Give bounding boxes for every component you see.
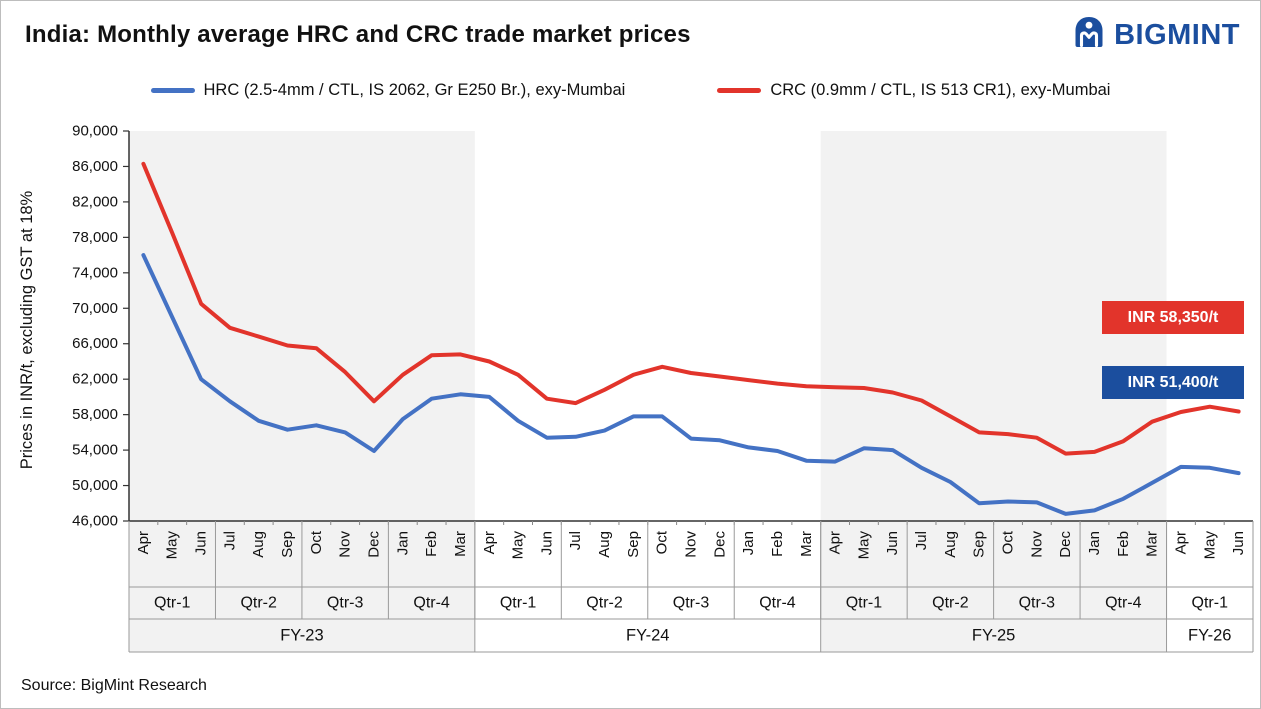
svg-text:66,000: 66,000: [72, 335, 118, 352]
svg-text:Aug: Aug: [596, 531, 613, 558]
svg-text:Qtr-4: Qtr-4: [1105, 595, 1142, 612]
svg-text:Oct: Oct: [654, 530, 671, 554]
svg-text:Apr: Apr: [135, 531, 152, 554]
svg-text:Qtr-3: Qtr-3: [1019, 595, 1056, 612]
svg-text:Qtr-1: Qtr-1: [1192, 595, 1229, 612]
page-title: India: Monthly average HRC and CRC trade…: [25, 21, 691, 48]
bigmint-logo: BIGMINT: [1071, 15, 1240, 56]
legend-item-hrc: HRC (2.5-4mm / CTL, IS 2062, Gr E250 Br.…: [150, 81, 626, 100]
svg-text:Qtr-2: Qtr-2: [586, 595, 623, 612]
bigmint-logo-icon: [1071, 15, 1107, 56]
svg-text:Nov: Nov: [337, 531, 354, 558]
svg-text:Oct: Oct: [308, 530, 325, 554]
svg-text:Feb: Feb: [423, 531, 440, 557]
svg-text:Qtr-3: Qtr-3: [327, 595, 364, 612]
svg-text:Feb: Feb: [769, 531, 786, 557]
svg-text:Dec: Dec: [711, 531, 728, 558]
svg-text:62,000: 62,000: [72, 371, 118, 388]
svg-text:Qtr-1: Qtr-1: [500, 595, 537, 612]
svg-text:86,000: 86,000: [72, 158, 118, 175]
crc-line-swatch: [717, 88, 762, 93]
svg-text:Jan: Jan: [740, 531, 757, 555]
svg-text:Qtr-4: Qtr-4: [413, 595, 450, 612]
svg-text:58,000: 58,000: [72, 406, 118, 423]
svg-text:Dec: Dec: [365, 531, 382, 558]
hrc-legend-label: HRC (2.5-4mm / CTL, IS 2062, Gr E250 Br.…: [203, 81, 626, 99]
hrc-line-swatch: [150, 88, 195, 93]
svg-text:78,000: 78,000: [72, 229, 118, 246]
source-note: Source: BigMint Research: [21, 677, 207, 694]
svg-text:Jul: Jul: [913, 531, 930, 550]
legend-item-crc: CRC (0.9mm / CTL, IS 513 CR1), exy-Mumba…: [717, 81, 1110, 100]
svg-text:May: May: [510, 531, 527, 560]
svg-text:Oct: Oct: [1000, 530, 1017, 554]
price-trend-line-chart: 46,000 50,000 54,000 58,000 62,000 66,000 70,0…: [72, 123, 1254, 653]
svg-text:Jan: Jan: [1086, 531, 1103, 555]
svg-text:Feb: Feb: [1115, 531, 1132, 557]
svg-text:46,000: 46,000: [72, 513, 118, 530]
crc-price-callout: INR 58,350/t: [1102, 301, 1244, 334]
svg-text:Jan: Jan: [394, 531, 411, 555]
svg-text:Apr: Apr: [827, 531, 844, 554]
svg-text:Qtr-2: Qtr-2: [932, 595, 969, 612]
svg-text:54,000: 54,000: [72, 442, 118, 459]
svg-text:Jul: Jul: [567, 531, 584, 550]
svg-text:74,000: 74,000: [72, 264, 118, 281]
svg-text:Apr: Apr: [1172, 531, 1189, 554]
svg-text:Mar: Mar: [452, 531, 469, 557]
svg-text:May: May: [164, 531, 181, 560]
svg-text:Qtr-1: Qtr-1: [154, 595, 191, 612]
svg-text:70,000: 70,000: [72, 300, 118, 317]
legend: HRC (2.5-4mm / CTL, IS 2062, Gr E250 Br.…: [1, 81, 1260, 100]
svg-text:Dec: Dec: [1057, 531, 1074, 558]
svg-text:Jun: Jun: [1230, 531, 1247, 555]
svg-text:FY-25: FY-25: [972, 627, 1015, 645]
svg-text:Sep: Sep: [279, 531, 296, 558]
crc-legend-label: CRC (0.9mm / CTL, IS 513 CR1), exy-Mumba…: [770, 81, 1111, 99]
svg-text:Qtr-1: Qtr-1: [846, 595, 883, 612]
svg-text:Nov: Nov: [683, 531, 700, 558]
svg-text:Mar: Mar: [798, 531, 815, 557]
svg-text:Jun: Jun: [884, 531, 901, 555]
svg-text:Sep: Sep: [971, 531, 988, 558]
svg-text:FY-24: FY-24: [626, 627, 669, 645]
svg-text:Jun: Jun: [193, 531, 210, 555]
hrc-price-callout: INR 51,400/t: [1102, 366, 1244, 399]
svg-text:Qtr-2: Qtr-2: [240, 595, 277, 612]
svg-text:90,000: 90,000: [72, 123, 118, 140]
svg-text:Qtr-3: Qtr-3: [673, 595, 710, 612]
svg-text:Aug: Aug: [942, 531, 959, 558]
svg-text:50,000: 50,000: [72, 477, 118, 494]
svg-text:Mar: Mar: [1144, 531, 1161, 557]
bigmint-logo-text: BIGMINT: [1114, 19, 1240, 51]
svg-text:82,000: 82,000: [72, 193, 118, 210]
svg-text:FY-23: FY-23: [280, 627, 323, 645]
svg-text:Sep: Sep: [625, 531, 642, 558]
svg-text:Jun: Jun: [538, 531, 555, 555]
svg-text:May: May: [1201, 531, 1218, 560]
svg-text:Apr: Apr: [481, 531, 498, 554]
svg-text:May: May: [855, 531, 872, 560]
svg-text:Jul: Jul: [221, 531, 238, 550]
svg-text:Nov: Nov: [1028, 531, 1045, 558]
svg-text:FY-26: FY-26: [1188, 627, 1231, 645]
svg-text:Qtr-4: Qtr-4: [759, 595, 796, 612]
svg-text:Aug: Aug: [250, 531, 267, 558]
